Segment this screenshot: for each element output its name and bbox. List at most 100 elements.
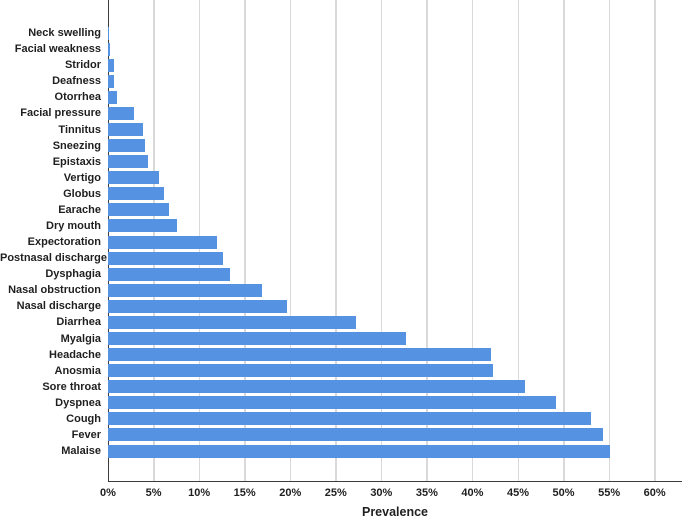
x-axis-tick-labels: 0% 5% 10% 15% 20% 25% 30% 35% 40% 45% 50% 55% 60%: [0, 487, 685, 501]
gridline-40pct: [471, 0, 474, 481]
x-tick-label-15pct: 15%: [233, 487, 256, 499]
row-myalgia: Myalgia: [0, 330, 685, 346]
bar-deafness: [108, 74, 115, 88]
row-postnasal-discharge: Postnasal discharge: [0, 250, 685, 266]
category-label-headache: Headache: [49, 348, 101, 361]
category-label-nasal-discharge: Nasal discharge: [16, 300, 101, 313]
bar-otorrhea: [108, 90, 118, 104]
row-deafness: Deafness: [0, 73, 685, 89]
bar-earache: [108, 203, 170, 217]
category-label-stridor: Stridor: [64, 59, 101, 72]
bar-dry-mouth: [108, 219, 178, 233]
category-label-nasal-obstruction: Nasal obstruction: [8, 284, 101, 297]
category-label-earache: Earache: [58, 203, 101, 216]
row-dry-mouth: Dry mouth: [0, 218, 685, 234]
gridline-50pct: [563, 0, 565, 481]
bar-epistaxis: [108, 155, 149, 169]
row-dyspnea: Dyspnea: [0, 395, 685, 411]
gridline-60pct: [654, 0, 656, 481]
category-label-dry-mouth: Dry mouth: [46, 219, 101, 232]
x-tick-label-50pct: 50%: [552, 487, 575, 499]
row-globus: Globus: [0, 186, 685, 202]
category-label-myalgia: Myalgia: [60, 332, 101, 345]
row-nasal-discharge: Nasal discharge: [0, 298, 685, 314]
category-label-expectoration: Expectoration: [27, 236, 101, 249]
gridline-20pct: [289, 0, 292, 481]
row-expectoration: Expectoration: [0, 234, 685, 250]
x-tick-label-35pct: 35%: [415, 487, 438, 499]
x-tick-label-30pct: 30%: [370, 487, 393, 499]
bar-nasal-discharge: [108, 299, 288, 313]
bar-sore-throat: [108, 380, 526, 394]
bar-myalgia: [108, 332, 406, 346]
row-facial-weakness: Facial weakness: [0, 41, 685, 57]
bar-dyspnea: [108, 396, 557, 410]
category-label-anosmia: Anosmia: [54, 364, 101, 377]
row-malaise: Malaise: [0, 443, 685, 459]
category-label-dyspnea: Dyspnea: [55, 396, 101, 409]
bar-cough: [108, 412, 591, 426]
row-cough: Cough: [0, 411, 685, 427]
bar-stridor: [108, 58, 115, 72]
gridline-55pct: [608, 0, 611, 481]
bar-anosmia: [108, 364, 494, 378]
bar-facial-pressure: [108, 106, 135, 120]
row-dysphagia: Dysphagia: [0, 266, 685, 282]
category-label-dysphagia: Dysphagia: [45, 268, 101, 281]
row-epistaxis: Epistaxis: [0, 154, 685, 170]
bar-headache: [108, 348, 491, 362]
gridline-30pct: [380, 0, 383, 481]
bar-vertigo: [108, 171, 160, 185]
category-label-facial-pressure: Facial pressure: [20, 107, 101, 120]
row-neck-swelling: Neck swelling: [0, 25, 685, 41]
x-tick-label-25pct: 25%: [324, 487, 347, 499]
category-label-malaise: Malaise: [61, 445, 101, 458]
row-sore-throat: Sore throat: [0, 379, 685, 395]
category-label-tinnitus: Tinnitus: [58, 123, 101, 136]
bar-sneezing: [108, 139, 146, 153]
category-label-fever: Fever: [71, 428, 101, 441]
row-vertigo: Vertigo: [0, 170, 685, 186]
bar-malaise: [108, 444, 611, 458]
category-label-postnasal-discharge: Postnasal discharge: [0, 252, 107, 265]
x-tick-label-45pct: 45%: [506, 487, 530, 499]
category-label-diarrhea: Diarrhea: [56, 316, 101, 329]
row-otorrhea: Otorrhea: [0, 89, 685, 105]
bar-fever: [108, 428, 603, 442]
row-stridor: Stridor: [0, 57, 685, 73]
x-tick-label-60pct: 60%: [643, 487, 666, 499]
row-tinnitus: Tinnitus: [0, 121, 685, 137]
row-anosmia: Anosmia: [0, 363, 685, 379]
row-diarrhea: Diarrhea: [0, 314, 685, 330]
category-label-sneezing: Sneezing: [52, 139, 101, 152]
gridline-35pct: [426, 0, 428, 481]
bar-tinnitus: [108, 123, 143, 136]
gridline-15pct: [244, 0, 246, 481]
category-label-sore-throat: Sore throat: [42, 380, 101, 393]
bar-facial-weakness: [108, 42, 110, 56]
x-tick-label-55pct: 55%: [598, 487, 621, 499]
category-label-neck-swelling: Neck swelling: [28, 27, 101, 40]
gridline-45pct: [517, 0, 519, 481]
x-tick-label-10pct: 10%: [188, 487, 211, 499]
gridline-25pct: [335, 0, 337, 481]
bar-rows: Neck swelling Facial weakness Stridor Deafn…: [0, 25, 685, 459]
bar-diarrhea: [108, 315, 356, 329]
category-label-otorrhea: Otorrhea: [54, 91, 101, 104]
bar-expectoration: [108, 235, 218, 249]
category-label-epistaxis: Epistaxis: [52, 155, 101, 168]
bar-nasal-obstruction: [108, 283, 262, 297]
category-label-vertigo: Vertigo: [63, 171, 101, 184]
bar-neck-swelling: [108, 26, 109, 40]
row-headache: Headache: [0, 347, 685, 363]
x-tick-label-40pct: 40%: [461, 487, 484, 499]
row-sneezing: Sneezing: [0, 138, 685, 154]
row-facial-pressure: Facial pressure: [0, 105, 685, 121]
category-label-facial-weakness: Facial weakness: [14, 43, 101, 56]
category-label-deafness: Deafness: [52, 75, 101, 88]
bar-dysphagia: [108, 267, 231, 281]
x-axis-title: Prevalence: [361, 505, 429, 519]
row-nasal-obstruction: Nasal obstruction: [0, 282, 685, 298]
row-fever: Fever: [0, 427, 685, 443]
